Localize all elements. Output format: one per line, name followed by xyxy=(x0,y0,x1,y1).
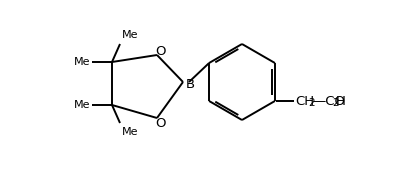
Text: Me: Me xyxy=(73,100,90,110)
Text: B: B xyxy=(185,78,194,91)
Text: O: O xyxy=(155,45,165,57)
Text: Me: Me xyxy=(73,57,90,67)
Text: Me: Me xyxy=(122,30,138,40)
Text: 2: 2 xyxy=(332,98,338,108)
Text: CH: CH xyxy=(295,95,314,108)
Text: —CO: —CO xyxy=(312,95,345,108)
Text: Me: Me xyxy=(122,127,138,137)
Text: 2: 2 xyxy=(308,98,314,108)
Text: O: O xyxy=(155,117,165,129)
Text: H: H xyxy=(336,95,346,108)
